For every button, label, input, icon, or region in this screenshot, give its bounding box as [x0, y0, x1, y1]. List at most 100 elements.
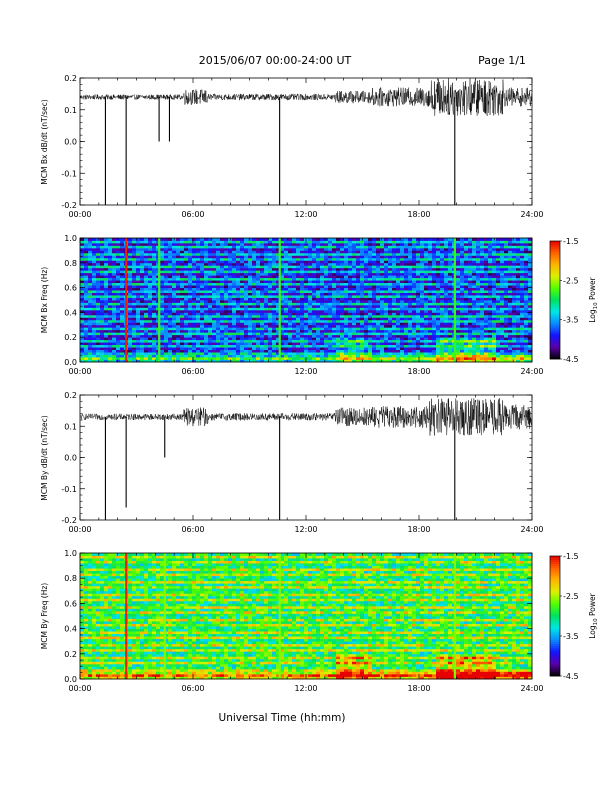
bx-spectrogram-cell [356, 270, 361, 274]
bx-spectrogram-cell [348, 292, 353, 296]
bx-spectrogram-cell [444, 290, 449, 293]
bx-spectrogram-cell [228, 265, 233, 269]
bx-spectrogram-cell [324, 309, 329, 313]
bx-spectrogram-cell [128, 240, 133, 244]
bx-spectrogram-cell [160, 319, 165, 323]
bx-spectrogram-cell [316, 240, 321, 244]
bx-spectrogram-cell [120, 267, 125, 271]
bx-spectrogram-cell [276, 309, 281, 313]
bx-spectrogram-cell [300, 267, 305, 271]
bx-spectrogram-cell [220, 309, 225, 313]
bx-spectrogram-cell [284, 297, 289, 301]
bx-spectrogram-cell [268, 334, 273, 338]
bx-spectrogram-cell [220, 332, 225, 336]
bx-spectrogram-cell [232, 285, 237, 288]
bx-spectrogram-cell [336, 250, 341, 254]
bx-spectrogram-cell [232, 307, 237, 311]
bx-spectrogram-cell [256, 240, 261, 244]
bx-spectrogram-cell [468, 344, 473, 348]
bx-spectrogram-cell [260, 297, 265, 301]
bx-spectrogram-cell [316, 277, 321, 281]
bx-spectrogram-cell [244, 255, 249, 259]
bx-spectrogram-cell [444, 314, 449, 318]
bx-spectrogram-cell [160, 352, 165, 355]
bx-spectrogram-cell [392, 319, 397, 323]
bx-spectrogram-cell [136, 267, 141, 271]
bx-spectrogram-cell [160, 262, 165, 266]
bx-spectrogram-cell [216, 349, 221, 353]
bx-spectrogram-cell [428, 262, 433, 266]
bx-spectrogram-cell [384, 312, 389, 316]
bx-spectrogram-cell [108, 290, 113, 293]
bx-spectrogram-cell [460, 314, 465, 318]
bx-spectrogram-cell [388, 290, 393, 293]
bx-spectrogram-cell [340, 309, 345, 313]
bx-spectrogram-cell [280, 342, 285, 346]
bx-spectrogram-cell [256, 285, 261, 288]
bx-spectrogram-cell [108, 317, 113, 321]
bx-spectrogram-cell [120, 262, 125, 266]
bx-spectrogram-cell [252, 287, 257, 291]
bx-spectrogram-cell [272, 247, 277, 251]
bx-spectrogram-cell [316, 252, 321, 256]
bx-spectrogram-cell [420, 334, 425, 338]
bx-spectrogram-cell [404, 349, 409, 353]
bx-spectrogram-cell [96, 260, 101, 264]
bx-spectrogram-cell [320, 245, 325, 249]
bx-spectrogram-cell [108, 300, 113, 303]
bx-spectrogram-cell [364, 359, 369, 363]
bx-spectrogram-cell [144, 255, 149, 259]
bx-spectrogram-cell [328, 247, 333, 251]
bx-spectrogram-cell [328, 238, 333, 241]
bx-spectrogram-cell [348, 352, 353, 355]
bx-spectrogram-cell [420, 277, 425, 281]
bx-spectrogram-cell [444, 304, 449, 308]
bx-spectrogram-cell [136, 287, 141, 291]
bx-spectrogram-cell [96, 332, 101, 336]
bx-spectrogram-cell [464, 287, 469, 291]
bx-spectrogram-cell [92, 297, 97, 301]
bx-spectrogram-cell [104, 344, 109, 348]
bx-spectrogram-cell [384, 250, 389, 254]
bx-spectrogram-cell [228, 309, 233, 313]
bx-spectrogram-cell [268, 317, 273, 321]
bx-spectrogram-cell [432, 265, 437, 269]
bx-spectrogram-cell [168, 334, 173, 338]
bx-spectrogram-cell [316, 257, 321, 261]
bx-spectrogram-cell [428, 285, 433, 288]
bx-spectrogram-cell [296, 300, 301, 303]
bx-spectrogram-cell [228, 282, 233, 286]
bx-spectrogram-cell [296, 262, 301, 266]
bx-spectrogram-cell [264, 342, 269, 346]
bx-spectrogram-cell [292, 322, 297, 326]
bx-spectrogram-cell [292, 309, 297, 313]
bx-spectrogram-cell [208, 265, 213, 269]
bx-spectrogram-cell [152, 285, 157, 288]
bx-spectrogram-cell [308, 354, 313, 358]
bx-spectrogram-cell [272, 352, 277, 355]
bx-spectrogram-cell [204, 260, 209, 264]
bx-spectrogram-cell [176, 245, 181, 249]
bx-spectrogram-cell [280, 304, 285, 308]
bx-spectrogram-cell [264, 319, 269, 323]
bx-spectrogram-cell [92, 240, 97, 244]
bx-spectrogram-cell [228, 242, 233, 246]
bx-spectrogram-cell [428, 322, 433, 326]
bx-spectrogram-cell [436, 270, 441, 274]
bx-spectrogram-cell [416, 337, 421, 341]
bx-spectrogram-cell [284, 282, 289, 286]
bx-spectrogram-cell [120, 317, 125, 321]
bx-spectrogram-cell [416, 332, 421, 336]
bx-spectrogram-cell [160, 255, 165, 259]
bx-spectrogram-cell [216, 290, 221, 293]
bx-spectrogram-cell [268, 309, 273, 313]
bx-spectrogram-cell [192, 252, 197, 256]
bx-spectrogram-cell [400, 247, 405, 251]
bx-spectrogram-cell [340, 245, 345, 249]
bx-spectrogram-cell [324, 322, 329, 326]
bx-spectrogram-cell [336, 240, 341, 244]
bx-spectrogram-cell [200, 309, 205, 313]
bx-spectrogram-cell [404, 309, 409, 313]
bx-spectrogram-cell [216, 250, 221, 254]
bx-spectrogram-cell [416, 319, 421, 323]
